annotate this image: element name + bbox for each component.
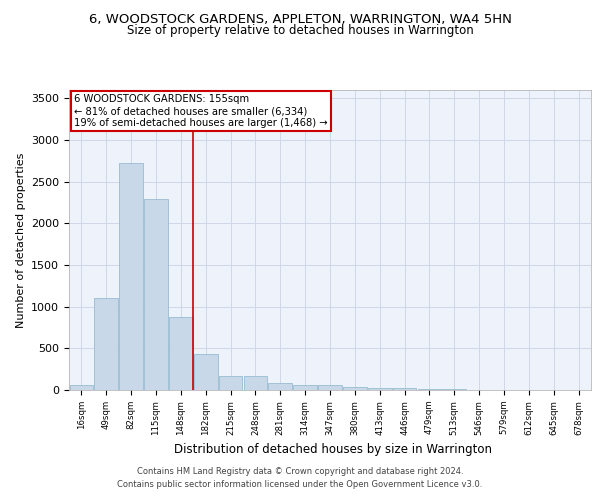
Bar [70,386,93,390]
Bar [194,354,218,390]
Y-axis label: Number of detached properties: Number of detached properties [16,152,26,328]
Text: Contains HM Land Registry data © Crown copyright and database right 2024.: Contains HM Land Registry data © Crown c… [137,467,463,476]
Bar [393,388,416,390]
Bar [119,162,143,390]
Bar [244,376,267,390]
Bar [343,386,367,390]
Text: Size of property relative to detached houses in Warrington: Size of property relative to detached ho… [127,24,473,37]
Bar [442,389,466,390]
Text: 6 WOODSTOCK GARDENS: 155sqm
← 81% of detached houses are smaller (6,334)
19% of : 6 WOODSTOCK GARDENS: 155sqm ← 81% of det… [74,94,328,128]
Text: 6, WOODSTOCK GARDENS, APPLETON, WARRINGTON, WA4 5HN: 6, WOODSTOCK GARDENS, APPLETON, WARRINGT… [89,12,511,26]
Bar [293,385,317,390]
Bar [318,386,342,390]
Text: Contains public sector information licensed under the Open Government Licence v3: Contains public sector information licen… [118,480,482,489]
Bar [368,388,392,390]
Bar [169,316,193,390]
Bar [94,298,118,390]
Bar [144,199,168,390]
Bar [268,383,292,390]
Text: Distribution of detached houses by size in Warrington: Distribution of detached houses by size … [174,442,492,456]
Bar [418,389,441,390]
Bar [219,376,242,390]
